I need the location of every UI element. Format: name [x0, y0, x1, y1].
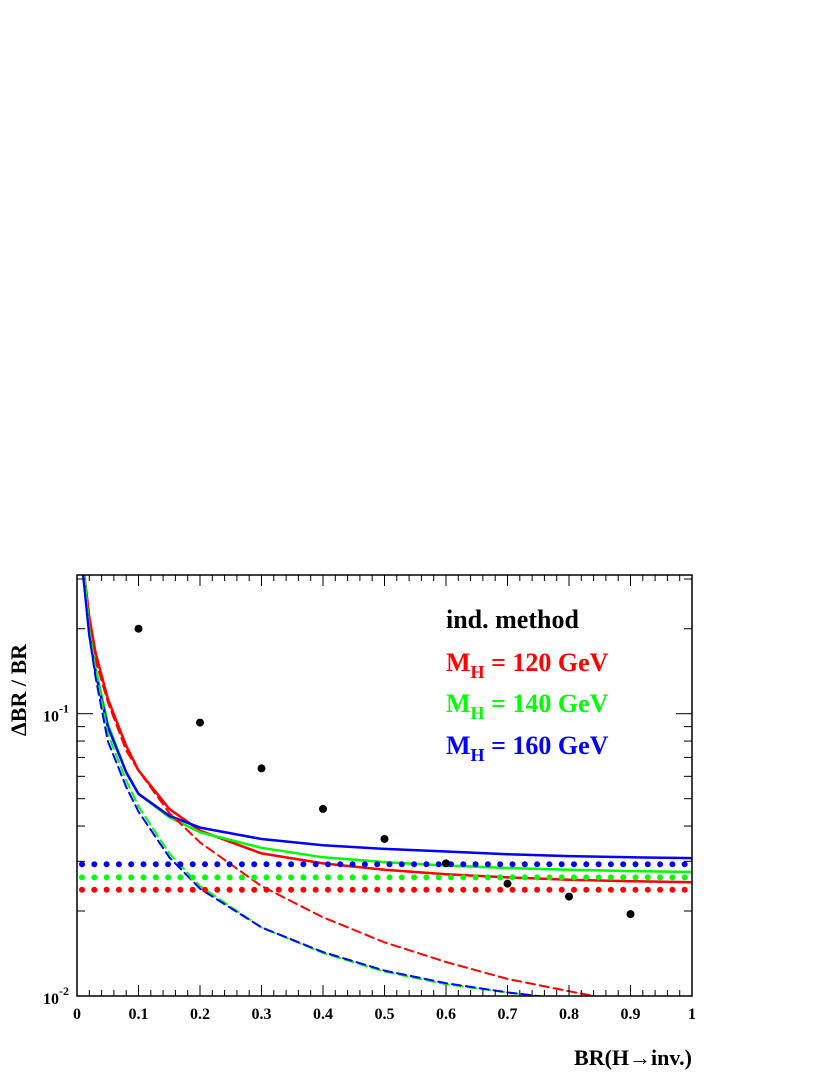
plot-frame — [76, 574, 693, 997]
x-tick-label: 0.7 — [498, 1006, 518, 1023]
legend-entry-140: MH = 140 GeV — [446, 689, 609, 723]
data-point — [503, 879, 512, 888]
x-tick-label: 0.8 — [559, 1006, 579, 1023]
marker-layer — [134, 624, 635, 919]
x-tick-label: 0.6 — [436, 1006, 456, 1023]
x-tick-label: 0 — [73, 1006, 81, 1023]
x-tick-label: 0.5 — [375, 1006, 395, 1023]
x-tick-label: 0.2 — [190, 1006, 210, 1023]
legend-entry-text: = 140 GeV — [485, 689, 609, 718]
x-tick-label: 0.1 — [129, 1006, 149, 1023]
y-tick-label: 10-1 — [43, 702, 69, 726]
x-axis-label: BR(H→inv.) — [574, 1045, 692, 1070]
data-point — [196, 718, 204, 727]
x-tick-label: 0.4 — [313, 1006, 333, 1023]
series-layer — [79, 575, 692, 996]
data-point — [626, 910, 635, 919]
y-tick-mantissa: 10 — [43, 991, 59, 1008]
legend-entry-prefix: M — [446, 689, 471, 718]
legend-entry-subscript: H — [471, 745, 485, 765]
series-dashed-5 — [82, 575, 547, 996]
data-point — [134, 624, 143, 633]
data-point — [442, 859, 450, 868]
y-tick-label: 10-2 — [43, 984, 69, 1008]
y-axis-label: ΔBR / BR — [6, 643, 31, 736]
legend-entry-prefix: M — [446, 648, 471, 677]
legend-entry-160: MH = 160 GeV — [446, 731, 609, 765]
legend-entry-subscript: H — [471, 703, 485, 723]
legend-entry-text: = 160 GeV — [485, 731, 609, 760]
series-solid-0 — [83, 575, 692, 884]
legend: ind. method MH = 120 GeV MH = 140 GeV MH… — [446, 605, 609, 765]
data-point — [380, 834, 389, 843]
x-tick-label: 0.9 — [621, 1006, 641, 1023]
y-tick-exponent: -2 — [59, 984, 69, 998]
data-point — [257, 764, 266, 773]
legend-entry-prefix: M — [446, 731, 471, 760]
series-dashed-3 — [83, 575, 599, 996]
y-tick-exponent: -1 — [59, 702, 69, 716]
data-point — [319, 804, 327, 813]
tick-layer: 0 0.1 0.2 0.3 0.4 0.5 0.6 0.7 0.8 0.9 110-110-2 — [43, 575, 696, 1023]
x-tick-label: 0.3 — [252, 1006, 272, 1023]
series-solid-1 — [83, 575, 692, 874]
data-point — [565, 892, 573, 901]
y-tick-mantissa: 10 — [43, 709, 59, 726]
series-dashed-4 — [83, 575, 547, 996]
legend-entry-subscript: H — [471, 662, 485, 682]
legend-entry-120: MH = 120 GeV — [446, 648, 609, 682]
legend-heading: ind. method — [446, 605, 579, 634]
legend-entry-text: = 120 GeV — [485, 648, 609, 677]
x-tick-label: 1 — [688, 1006, 696, 1023]
